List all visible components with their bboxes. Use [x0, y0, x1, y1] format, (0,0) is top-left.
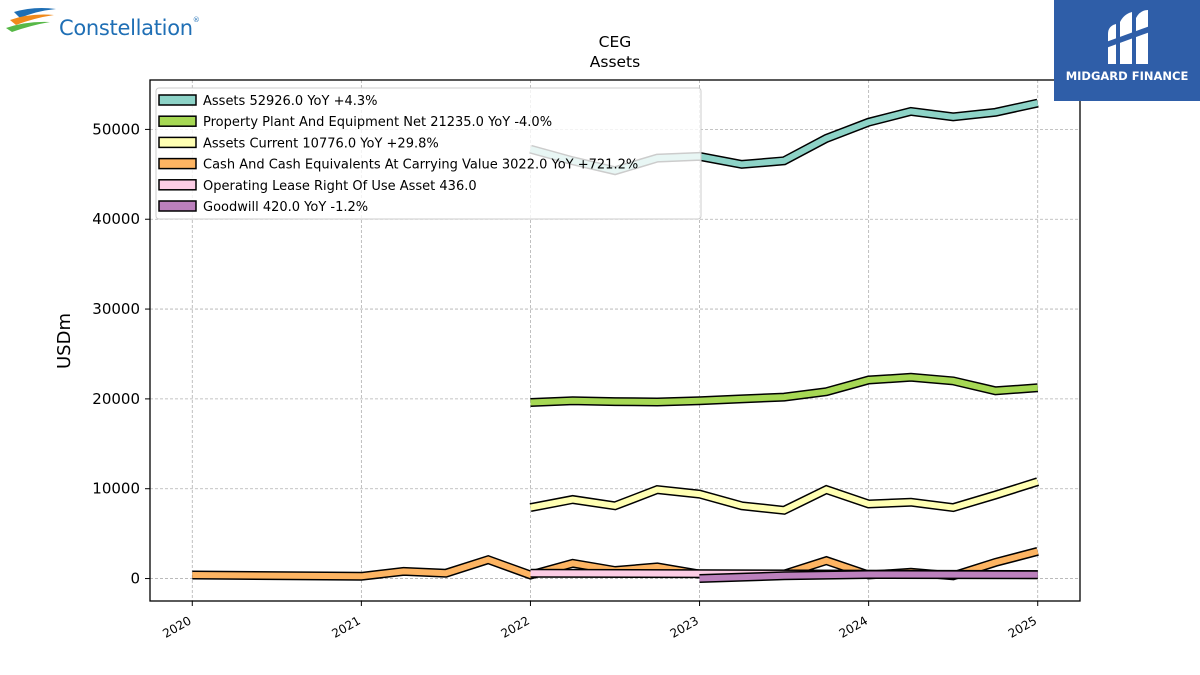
x-tick-label: 2025: [1006, 613, 1039, 640]
legend-swatch: [158, 94, 197, 106]
legend: Assets 52926.0 YoY +4.3% Property Plant A…: [155, 87, 702, 220]
chart-title: CEG: [599, 33, 632, 51]
chart-subtitle: Assets: [590, 53, 640, 71]
y-tick-label: 10000: [92, 480, 140, 498]
constellation-swoosh-icon: [6, 8, 56, 32]
legend-swatch: [158, 157, 197, 170]
y-axis: 0 10000 20000 30000 40000 50000: [92, 120, 150, 588]
x-axis: 2020 2021 2022 2023 2024 2025: [160, 601, 1039, 641]
y-axis-label: USDm: [54, 313, 75, 369]
midgard-finance-logo: MIDGARD FINANCE: [1054, 0, 1200, 101]
midgard-wordmark: MIDGARD FINANCE: [1065, 69, 1189, 83]
series-line: [530, 372, 1039, 407]
legend-box: [155, 87, 702, 220]
series-line: [699, 569, 1038, 583]
legend-label: Operating Lease Right Of Use Asset 436.0: [203, 179, 477, 194]
legend-label: Assets 52926.0 YoY +4.3%: [203, 94, 378, 109]
y-tick-label: 20000: [92, 390, 140, 408]
constellation-logo: Constellation®: [4, 4, 214, 48]
x-tick-label: 2020: [160, 613, 193, 640]
y-tick-label: 50000: [92, 120, 140, 138]
series-core: [529, 478, 1039, 514]
y-tick-label: 0: [130, 570, 140, 588]
x-tick-label: 2021: [329, 613, 362, 640]
legend-swatch: [158, 115, 197, 127]
legend-item: Assets Current 10776.0 YoY +29.8%: [158, 136, 439, 151]
legend-item: Cash And Cash Equivalents At Carrying Va…: [158, 157, 638, 173]
legend-label: Goodwill 420.0 YoY -1.2%: [203, 200, 368, 215]
legend-item: Assets 52926.0 YoY +4.3%: [158, 94, 378, 109]
series-line: [529, 477, 1040, 515]
y-tick-label: 40000: [92, 210, 140, 228]
legend-swatch: [158, 200, 197, 212]
x-tick-label: 2024: [837, 613, 870, 640]
legend-label: Cash And Cash Equivalents At Carrying Va…: [203, 158, 638, 173]
legend-swatch: [158, 179, 197, 191]
series-core: [699, 571, 1038, 582]
series-core: [530, 374, 1038, 406]
y-tick-label: 30000: [92, 300, 140, 318]
x-tick-label: 2023: [668, 613, 701, 640]
midgard-emblem-icon: [1106, 10, 1150, 64]
constellation-wordmark: Constellation®: [59, 16, 200, 40]
x-tick-label: 2022: [499, 613, 532, 640]
legend-label: Assets Current 10776.0 YoY +29.8%: [203, 136, 439, 151]
legend-label: Property Plant And Equipment Net 21235.0…: [203, 115, 552, 130]
legend-item: Goodwill 420.0 YoY -1.2%: [158, 200, 368, 215]
plot-frame: [149, 79, 1081, 602]
legend-swatch: [158, 136, 197, 149]
legend-item: Property Plant And Equipment Net 21235.0…: [158, 115, 552, 130]
legend-item: Operating Lease Right Of Use Asset 436.0: [158, 179, 477, 194]
